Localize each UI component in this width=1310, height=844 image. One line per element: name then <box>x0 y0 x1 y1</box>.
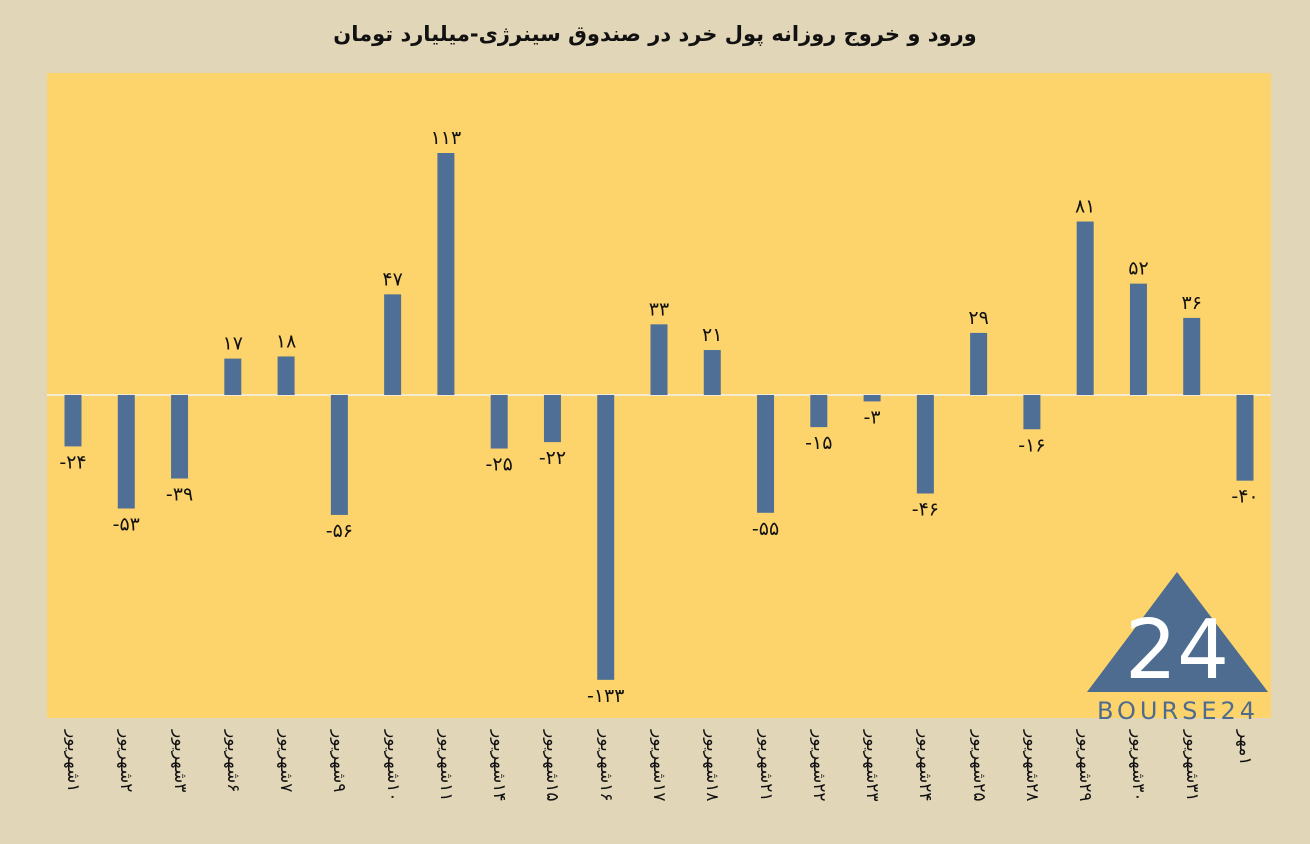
x-tick-text: ۲۲شهریور <box>808 730 829 802</box>
x-tick-text: ۱۷شهریور <box>649 730 669 802</box>
x-tick-label: ۱۵شهریور <box>522 730 582 830</box>
x-tick-label: ۱۰شهریور <box>363 730 423 830</box>
data-label: ۳۶ <box>1182 292 1202 314</box>
data-label: ۸۱ <box>1075 196 1095 218</box>
bar <box>1129 283 1147 395</box>
x-tick-label: ۷شهریور <box>256 730 316 830</box>
data-label: ۱۷ <box>223 333 243 355</box>
bar <box>757 395 775 513</box>
x-tick-label: ۳شهریور <box>150 730 210 830</box>
x-tick-label: ۱مهر <box>1215 730 1275 830</box>
bar <box>1023 395 1041 430</box>
data-label: -۳۹ <box>166 484 193 506</box>
x-tick-text: ۱۸شهریور <box>702 730 723 802</box>
x-tick-text: ۲شهریور <box>116 730 137 793</box>
x-tick-text: ۲۹شهریور <box>1075 730 1096 802</box>
data-label: ۲۱ <box>702 324 722 346</box>
bar <box>171 395 189 479</box>
bar <box>1183 317 1201 395</box>
chart-title: ورود و خروج روزانه پول خرد در صندوق سینر… <box>333 22 977 46</box>
bar <box>384 294 402 395</box>
data-label: -۳ <box>864 406 881 428</box>
bar <box>650 324 668 395</box>
x-tick-text: ۲۱شهریور <box>755 730 776 802</box>
x-tick-text: ۱۶شهریور <box>595 730 616 802</box>
x-tick-text: ۲۵شهریور <box>968 730 989 802</box>
x-tick-label: ۲۸شهریور <box>1002 730 1062 830</box>
data-label: -۱۶ <box>1018 434 1045 456</box>
x-tick-text: ۷شهریور <box>276 730 297 793</box>
x-tick-label: ۲۱شهریور <box>736 730 796 830</box>
bar-chart: -۲۴ -۵۳ -۳۹ ۱۷ ۱۸ -۵۶ ۴۷ ۱۱۳ -۲۵ -۲۲ -۱۳۳ ۳۳ ۲۱ -۵۵ -۱… <box>47 127 1271 707</box>
bar <box>117 395 135 509</box>
data-label: -۲۲ <box>539 447 566 469</box>
x-tick-text: ۱۵شهریور <box>542 730 563 802</box>
bar <box>916 395 934 494</box>
x-tick-label: ۲شهریور <box>96 730 156 830</box>
x-tick-label: ۱شهریور <box>43 730 103 830</box>
x-tick-text: ۱۱شهریور <box>435 730 456 802</box>
logo-wordmark: BOURSE24 <box>1096 697 1260 725</box>
x-tick-label: ۱۶شهریور <box>576 730 636 830</box>
bar <box>437 153 455 395</box>
data-label: -۱۵ <box>805 432 832 454</box>
x-tick-label: ۱۷شهریور <box>629 730 689 830</box>
data-label: ۱۱۳ <box>431 127 462 149</box>
bar <box>277 356 295 395</box>
bar <box>863 395 881 402</box>
x-tick-label: ۲۹شهریور <box>1055 730 1115 830</box>
data-label: -۴۶ <box>912 499 939 521</box>
x-tick-label: ۶شهریور <box>203 730 263 830</box>
bar <box>810 395 828 428</box>
x-tick-label: ۲۵شهریور <box>949 730 1009 830</box>
data-label: -۵۶ <box>326 520 353 542</box>
bar <box>597 395 615 680</box>
bar <box>224 358 242 395</box>
logo-triangle <box>1087 572 1268 692</box>
logo-mark: 24 <box>1125 603 1229 698</box>
x-tick-text: ۹شهریور <box>329 730 350 793</box>
x-tick-label: ۱۴شهریور <box>469 730 529 830</box>
x-tick-text: ۱مهر <box>1235 730 1255 766</box>
bar <box>703 350 721 395</box>
data-label: -۴۰ <box>1231 486 1258 508</box>
x-tick-text: ۳۰شهریور <box>1128 730 1149 802</box>
data-label: -۲۴ <box>59 451 86 473</box>
x-tick-label: ۲۳شهریور <box>842 730 902 830</box>
x-tick-label: ۳۱شهریور <box>1162 730 1222 830</box>
plot-area: -۲۴ -۵۳ -۳۹ ۱۷ ۱۸ -۵۶ ۴۷ ۱۱۳ -۲۵ -۲۲ -۱۳۳ ۳۳ ۲۱ -۵۵ -۱… <box>47 73 1271 718</box>
x-tick-label: ۹شهریور <box>309 730 369 830</box>
x-tick-label: ۲۲شهریور <box>789 730 849 830</box>
x-tick-text: ۱۴شهریور <box>489 730 510 802</box>
x-tick-text: ۱۰شهریور <box>382 730 403 802</box>
bar <box>490 395 508 449</box>
bourse24-logo-icon: 24 <box>1087 572 1268 698</box>
data-label: ۴۷ <box>382 268 402 290</box>
data-label: ۲۹ <box>968 307 988 329</box>
x-tick-label: ۲۴شهریور <box>895 730 955 830</box>
x-tick-text: ۲۳شهریور <box>862 730 883 802</box>
x-tick-text: ۱شهریور <box>63 730 83 793</box>
x-tick-label: ۳۰شهریور <box>1108 730 1168 830</box>
x-tick-text: ۳۱شهریور <box>1181 730 1202 802</box>
bar <box>970 332 988 395</box>
bar <box>543 395 561 443</box>
x-tick-text: ۲۸شهریور <box>1021 730 1042 802</box>
data-label: -۵۳ <box>113 514 140 536</box>
x-tick-label: ۱۱شهریور <box>416 730 476 830</box>
bar <box>1076 221 1094 395</box>
data-label: ۱۸ <box>276 330 296 352</box>
bar <box>330 395 348 515</box>
x-tick-label: ۱۸شهریور <box>682 730 742 830</box>
x-tick-text: ۲۴شهریور <box>915 730 936 802</box>
data-label: ۵۲ <box>1128 258 1148 280</box>
x-tick-text: ۳شهریور <box>169 730 190 793</box>
bar <box>1236 395 1254 481</box>
data-label: ۳۳ <box>649 298 669 320</box>
data-label: -۵۵ <box>752 518 779 540</box>
data-label: -۱۳۳ <box>587 685 624 707</box>
x-tick-text: ۶شهریور <box>222 730 243 793</box>
data-label: -۲۵ <box>486 454 513 476</box>
bar <box>64 395 82 447</box>
